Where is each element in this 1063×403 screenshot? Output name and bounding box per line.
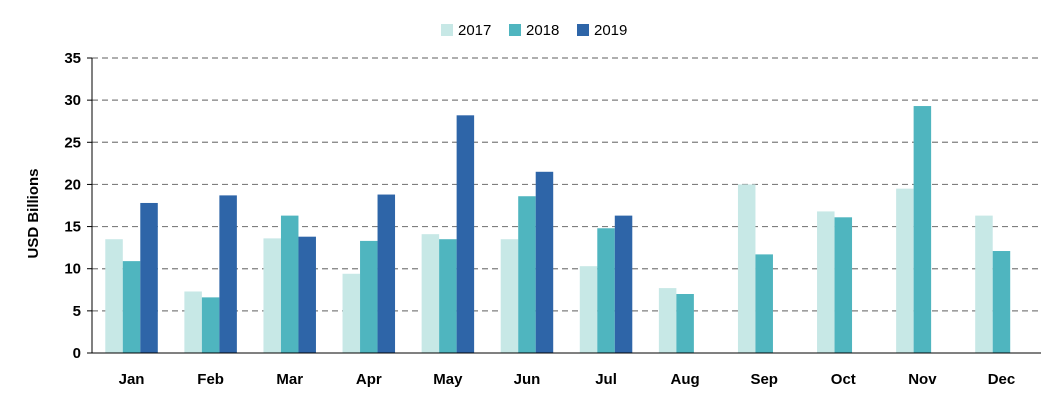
bar-2019-Feb (219, 195, 237, 353)
x-tick-label: Jul (595, 371, 617, 388)
bar-2017-May (421, 234, 440, 353)
x-tick-label: May (433, 371, 463, 388)
y-axis-label: USD Billions (25, 168, 42, 258)
bar-2019-Mar (298, 236, 316, 353)
legend-label-2019: 2019 (594, 22, 627, 39)
x-tick-label: Aug (671, 371, 700, 388)
bar-2019-Jan (140, 202, 158, 353)
gridlines (92, 57, 1041, 312)
x-tick-label: Sep (750, 371, 778, 388)
x-tick-label: Jan (119, 371, 145, 388)
bar-2017-Mar (263, 238, 281, 353)
bar-2018-Mar (280, 215, 299, 353)
bar-2017-Oct (817, 211, 835, 353)
bar-2017-Feb (184, 291, 202, 353)
bar-2018-Jun (518, 196, 536, 353)
bar-2019-Apr (377, 194, 396, 353)
x-tick-label: Feb (197, 371, 224, 388)
x-tick-label: Oct (831, 371, 856, 388)
bar-2018-Sep (755, 254, 773, 353)
x-tick-label: Jun (514, 371, 541, 388)
bar-2017-Apr (342, 273, 361, 353)
bar-2018-Aug (676, 294, 694, 353)
bars (105, 106, 1011, 354)
x-tick-label: Nov (908, 371, 937, 388)
bar-2018-Feb (201, 297, 220, 353)
bar-2018-May (439, 239, 457, 353)
bar-2018-Jul (597, 228, 615, 353)
bar-2017-Jul (579, 266, 598, 353)
bar-2017-Jun (500, 239, 519, 353)
legend-swatch-2017 (441, 24, 453, 36)
bar-2019-Jun (535, 171, 554, 353)
y-tick-label: 25 (64, 134, 81, 151)
x-tick-label: Mar (276, 371, 303, 388)
bar-2017-Sep (737, 184, 756, 353)
y-tick-label: 0 (73, 345, 81, 362)
legend-label-2017: 2017 (458, 22, 491, 39)
y-tick-label: 15 (64, 219, 81, 236)
x-tick-label: Apr (356, 371, 382, 388)
legend-swatch-2019 (577, 24, 589, 36)
y-tick-label: 20 (64, 176, 81, 193)
legend: 2017 2018 2019 (441, 22, 627, 39)
bar-2018-Apr (360, 240, 378, 353)
bar-2017-Dec (975, 215, 993, 353)
y-tick-label: 35 (64, 50, 81, 67)
y-tick-labels: 0 5 10 15 20 25 30 35 (64, 50, 81, 362)
y-tick-label: 10 (64, 261, 81, 278)
bar-2019-May (456, 115, 475, 353)
legend-label-2018: 2018 (526, 22, 559, 39)
x-tick-label: Dec (988, 371, 1016, 388)
bar-2018-Dec (992, 251, 1011, 353)
x-tick-labels: Jan Feb Mar Apr May Jun Jul Aug Sep Oct Nov Dec (119, 371, 1016, 388)
y-tick-label: 30 (64, 92, 81, 109)
bar-2017-Jan (105, 239, 123, 353)
bar-2017-Nov (896, 188, 914, 353)
bar-2017-Aug (658, 288, 677, 353)
bar-2019-Jul (614, 215, 633, 353)
axes (87, 57, 1041, 354)
legend-swatch-2018 (509, 24, 521, 36)
bar-2018-Nov (913, 106, 932, 354)
bar-2018-Oct (834, 217, 853, 353)
bar-2018-Jan (122, 261, 141, 353)
y-tick-label: 5 (73, 303, 81, 320)
